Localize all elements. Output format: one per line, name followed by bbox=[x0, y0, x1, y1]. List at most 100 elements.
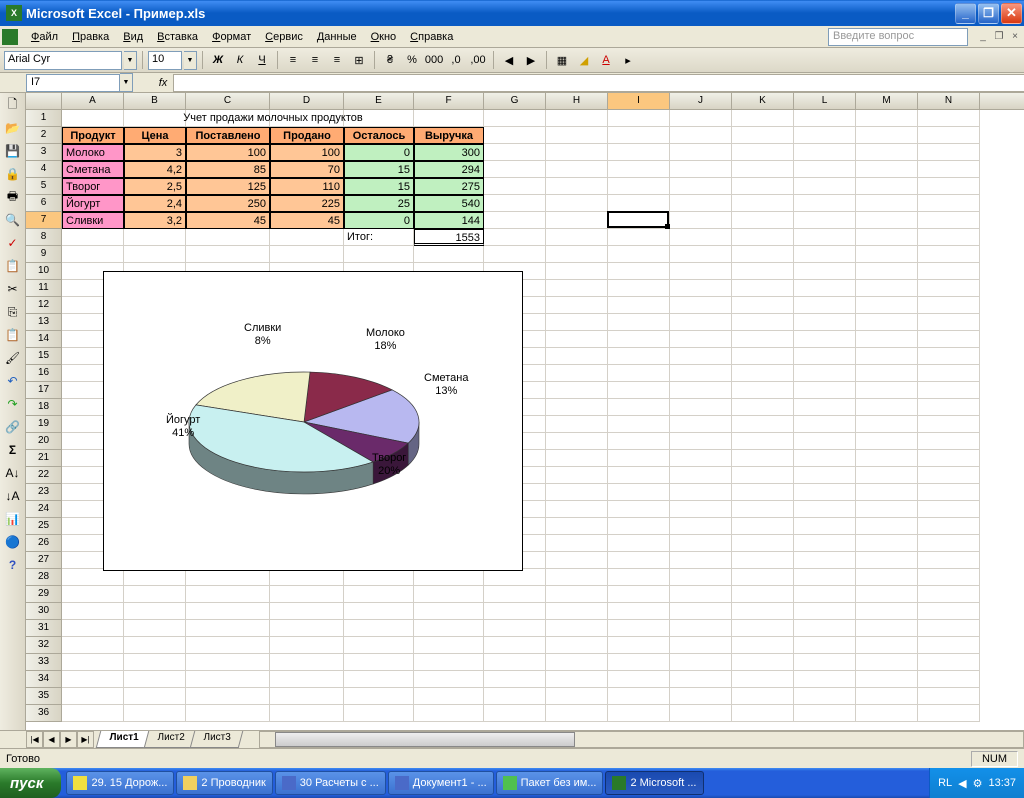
cell[interactable] bbox=[270, 654, 344, 671]
cell[interactable]: 125 bbox=[186, 178, 270, 195]
menu-item[interactable]: Справка bbox=[403, 29, 460, 45]
cell[interactable]: 225 bbox=[270, 195, 344, 212]
cell[interactable] bbox=[344, 586, 414, 603]
cell[interactable] bbox=[670, 552, 732, 569]
cell[interactable] bbox=[608, 161, 670, 178]
cell[interactable] bbox=[608, 399, 670, 416]
cell[interactable] bbox=[62, 688, 124, 705]
cell[interactable] bbox=[608, 501, 670, 518]
cell[interactable]: 85 bbox=[186, 161, 270, 178]
cell[interactable] bbox=[546, 212, 608, 229]
cell[interactable] bbox=[670, 110, 732, 127]
row-header[interactable]: 25 bbox=[26, 518, 62, 535]
row-header[interactable]: 4 bbox=[26, 161, 62, 178]
row-header[interactable]: 18 bbox=[26, 399, 62, 416]
menu-item[interactable]: Данные bbox=[310, 29, 364, 45]
cell[interactable] bbox=[794, 654, 856, 671]
cell[interactable] bbox=[856, 178, 918, 195]
cell[interactable] bbox=[918, 467, 980, 484]
cell[interactable] bbox=[918, 603, 980, 620]
row-header[interactable]: 11 bbox=[26, 280, 62, 297]
cell[interactable] bbox=[794, 263, 856, 280]
column-header[interactable]: N bbox=[918, 93, 980, 109]
row-header[interactable]: 34 bbox=[26, 671, 62, 688]
cell[interactable] bbox=[546, 654, 608, 671]
cell[interactable]: Продукт bbox=[62, 127, 124, 144]
cell[interactable] bbox=[794, 569, 856, 586]
cell[interactable] bbox=[186, 705, 270, 722]
tab-first[interactable]: |◀ bbox=[26, 731, 43, 748]
cell[interactable] bbox=[608, 195, 670, 212]
cell[interactable] bbox=[546, 331, 608, 348]
cell[interactable] bbox=[124, 637, 186, 654]
cell[interactable] bbox=[608, 127, 670, 144]
cell[interactable] bbox=[546, 365, 608, 382]
taskbar-item[interactable]: 2 Проводник bbox=[176, 771, 272, 795]
save-button[interactable]: 💾 bbox=[3, 141, 23, 161]
cell[interactable] bbox=[732, 263, 794, 280]
cell[interactable] bbox=[414, 671, 484, 688]
toolbar-options[interactable]: ▸ bbox=[618, 50, 638, 70]
cell[interactable] bbox=[856, 365, 918, 382]
print-preview-button[interactable]: 🔍 bbox=[3, 210, 23, 230]
cell[interactable] bbox=[484, 229, 546, 246]
embedded-chart[interactable]: Молоко18%Сметана13%Творог20%Йогурт41%Сли… bbox=[103, 271, 523, 571]
cell[interactable] bbox=[484, 110, 546, 127]
cell[interactable]: 15 bbox=[344, 161, 414, 178]
row-header[interactable]: 10 bbox=[26, 263, 62, 280]
cell[interactable] bbox=[670, 416, 732, 433]
cell[interactable]: 0 bbox=[344, 212, 414, 229]
cell[interactable] bbox=[670, 348, 732, 365]
column-header[interactable]: E bbox=[344, 93, 414, 109]
cell[interactable] bbox=[546, 705, 608, 722]
row-header[interactable]: 7 bbox=[26, 212, 62, 229]
cell[interactable] bbox=[856, 348, 918, 365]
cell[interactable] bbox=[344, 637, 414, 654]
cell[interactable] bbox=[270, 705, 344, 722]
cell[interactable] bbox=[608, 229, 670, 246]
cell[interactable] bbox=[186, 620, 270, 637]
start-button[interactable]: пуск bbox=[0, 768, 61, 798]
cell[interactable] bbox=[794, 501, 856, 518]
doc-restore[interactable]: ❐ bbox=[992, 30, 1006, 44]
undo-button[interactable]: ↶ bbox=[3, 371, 23, 391]
row-header[interactable]: 9 bbox=[26, 246, 62, 263]
cell[interactable] bbox=[124, 654, 186, 671]
research-button[interactable]: 📋 bbox=[3, 256, 23, 276]
column-header[interactable]: J bbox=[670, 93, 732, 109]
cell[interactable] bbox=[414, 637, 484, 654]
cell[interactable]: Выручка bbox=[414, 127, 484, 144]
cell[interactable] bbox=[856, 314, 918, 331]
cell[interactable]: 100 bbox=[186, 144, 270, 161]
fx-icon[interactable]: fx bbox=[153, 77, 173, 89]
cell[interactable] bbox=[344, 671, 414, 688]
cell[interactable] bbox=[732, 365, 794, 382]
formula-input[interactable] bbox=[173, 74, 1024, 92]
row-header[interactable]: 3 bbox=[26, 144, 62, 161]
cell[interactable] bbox=[546, 195, 608, 212]
cell[interactable] bbox=[546, 246, 608, 263]
cell[interactable] bbox=[414, 603, 484, 620]
close-button[interactable]: ✕ bbox=[1001, 3, 1022, 24]
cell[interactable] bbox=[484, 671, 546, 688]
cell[interactable] bbox=[856, 484, 918, 501]
cell[interactable] bbox=[186, 586, 270, 603]
redo-button[interactable]: ↷ bbox=[3, 394, 23, 414]
cell[interactable] bbox=[794, 586, 856, 603]
menu-item[interactable]: Вид bbox=[116, 29, 150, 45]
cell[interactable] bbox=[918, 297, 980, 314]
row-header[interactable]: 15 bbox=[26, 348, 62, 365]
cell[interactable] bbox=[608, 688, 670, 705]
cell[interactable] bbox=[344, 620, 414, 637]
cell[interactable] bbox=[546, 620, 608, 637]
cell[interactable]: 250 bbox=[186, 195, 270, 212]
cell[interactable] bbox=[794, 637, 856, 654]
cell[interactable] bbox=[124, 229, 186, 246]
column-header[interactable]: L bbox=[794, 93, 856, 109]
cell[interactable] bbox=[856, 161, 918, 178]
cell[interactable] bbox=[546, 399, 608, 416]
cell[interactable] bbox=[856, 297, 918, 314]
cell[interactable] bbox=[608, 314, 670, 331]
cell[interactable] bbox=[670, 229, 732, 246]
cell[interactable] bbox=[732, 637, 794, 654]
